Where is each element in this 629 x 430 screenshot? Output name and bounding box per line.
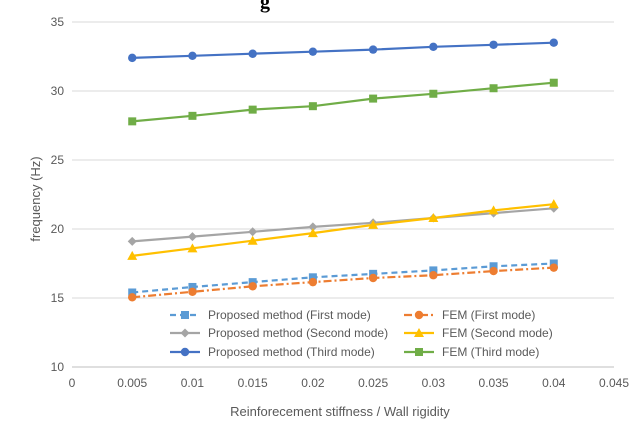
data-point: [549, 38, 558, 47]
data-point: [128, 293, 137, 302]
series-layer: [127, 38, 559, 302]
legend-swatch-marker: [180, 347, 190, 357]
data-point: [128, 53, 137, 63]
data-point: [489, 84, 498, 93]
y-axis-title: frequency (Hz): [28, 156, 43, 241]
data-point: [188, 51, 197, 61]
series-line: [132, 207, 554, 243]
legend-label: Proposed method (First mode): [208, 308, 371, 322]
data-point: [307, 228, 318, 238]
data-point: [429, 271, 438, 280]
legend-swatch-marker: [414, 328, 424, 337]
x-tick-label: 0.025: [358, 376, 388, 390]
data-point: [187, 232, 197, 242]
data-point: [187, 243, 198, 253]
legend-label: FEM (Second mode): [442, 326, 553, 340]
series-line: [132, 41, 554, 59]
legend-swatch-marker: [180, 328, 190, 338]
legend-label: Proposed method (Second mode): [208, 326, 388, 340]
data-point: [428, 212, 439, 222]
data-point: [188, 282, 197, 291]
series-5: [128, 38, 558, 63]
y-tick-label: 25: [51, 153, 65, 167]
data-point: [489, 266, 498, 276]
data-point: [127, 250, 138, 260]
legend-entry: Proposed method (Third mode): [170, 345, 375, 359]
series-2: [128, 263, 558, 302]
series-line: [132, 203, 554, 257]
data-point: [368, 219, 379, 229]
data-point: [549, 263, 558, 272]
legend-label: FEM (Third mode): [442, 345, 539, 359]
data-point: [429, 266, 438, 275]
data-point: [548, 199, 559, 209]
x-tick-label: 0.04: [542, 376, 566, 390]
axes: 10 15 20 25 30 35 0 0.005 0.01 0.015 0.02 0.025 0.03…: [51, 15, 629, 390]
series-6: [128, 78, 558, 126]
data-point: [308, 273, 317, 282]
series-line: [132, 81, 554, 123]
data-point: [128, 117, 137, 126]
header-fragment: g: [260, 0, 270, 13]
x-tick-label: 0.035: [479, 376, 509, 390]
data-point: [308, 277, 318, 287]
legend-swatch-marker: [181, 311, 189, 319]
data-point: [308, 222, 318, 232]
data-point: [489, 40, 498, 49]
data-point: [368, 273, 378, 283]
data-point: [248, 282, 257, 291]
data-point: [488, 205, 499, 215]
series-4: [127, 199, 559, 260]
legend-swatch-marker: [414, 310, 424, 320]
y-tick-label: 35: [51, 15, 65, 29]
data-point: [369, 94, 378, 103]
data-point: [128, 288, 137, 297]
data-point: [489, 262, 498, 271]
data-point: [429, 89, 438, 98]
legend-entry: FEM (Second mode): [404, 326, 553, 340]
data-point: [429, 42, 438, 52]
data-point: [308, 47, 318, 56]
legend-entry: FEM (Third mode): [404, 345, 539, 359]
x-tick-label: 0.015: [238, 376, 268, 390]
data-point: [188, 111, 197, 120]
data-point: [247, 235, 258, 245]
data-point: [308, 102, 317, 111]
series-line: [132, 266, 554, 299]
x-tick-label: 0.005: [117, 376, 147, 390]
legend-entry: Proposed method (Second mode): [170, 326, 388, 340]
legend: Proposed method (First mode) FEM (First m…: [170, 308, 553, 359]
x-tick-label: 0.045: [599, 376, 629, 390]
data-point: [248, 49, 257, 58]
x-tick-label: 0: [69, 376, 76, 390]
legend-label: FEM (First mode): [442, 308, 535, 322]
y-tick-label: 20: [51, 222, 65, 236]
x-axis-title: Reinforecement stiffness / Wall rigidity: [230, 404, 450, 419]
data-point: [188, 287, 197, 296]
x-tick-label: 0.03: [422, 376, 446, 390]
data-point: [248, 105, 257, 114]
y-tick-label: 30: [51, 84, 65, 98]
legend-entry: FEM (First mode): [404, 308, 535, 322]
data-point: [127, 236, 137, 246]
x-tick-label: 0.02: [301, 376, 325, 390]
y-tick-label: 15: [51, 291, 65, 305]
series-line: [132, 262, 554, 294]
data-point: [248, 227, 258, 237]
data-point: [549, 78, 558, 87]
y-tick-label: 10: [51, 360, 65, 374]
legend-label: Proposed method (Third mode): [208, 345, 375, 359]
x-tick-label: 0.01: [181, 376, 205, 390]
legend-entry: Proposed method (First mode): [170, 308, 371, 322]
legend-swatch-marker: [415, 348, 423, 356]
data-point: [368, 45, 378, 54]
